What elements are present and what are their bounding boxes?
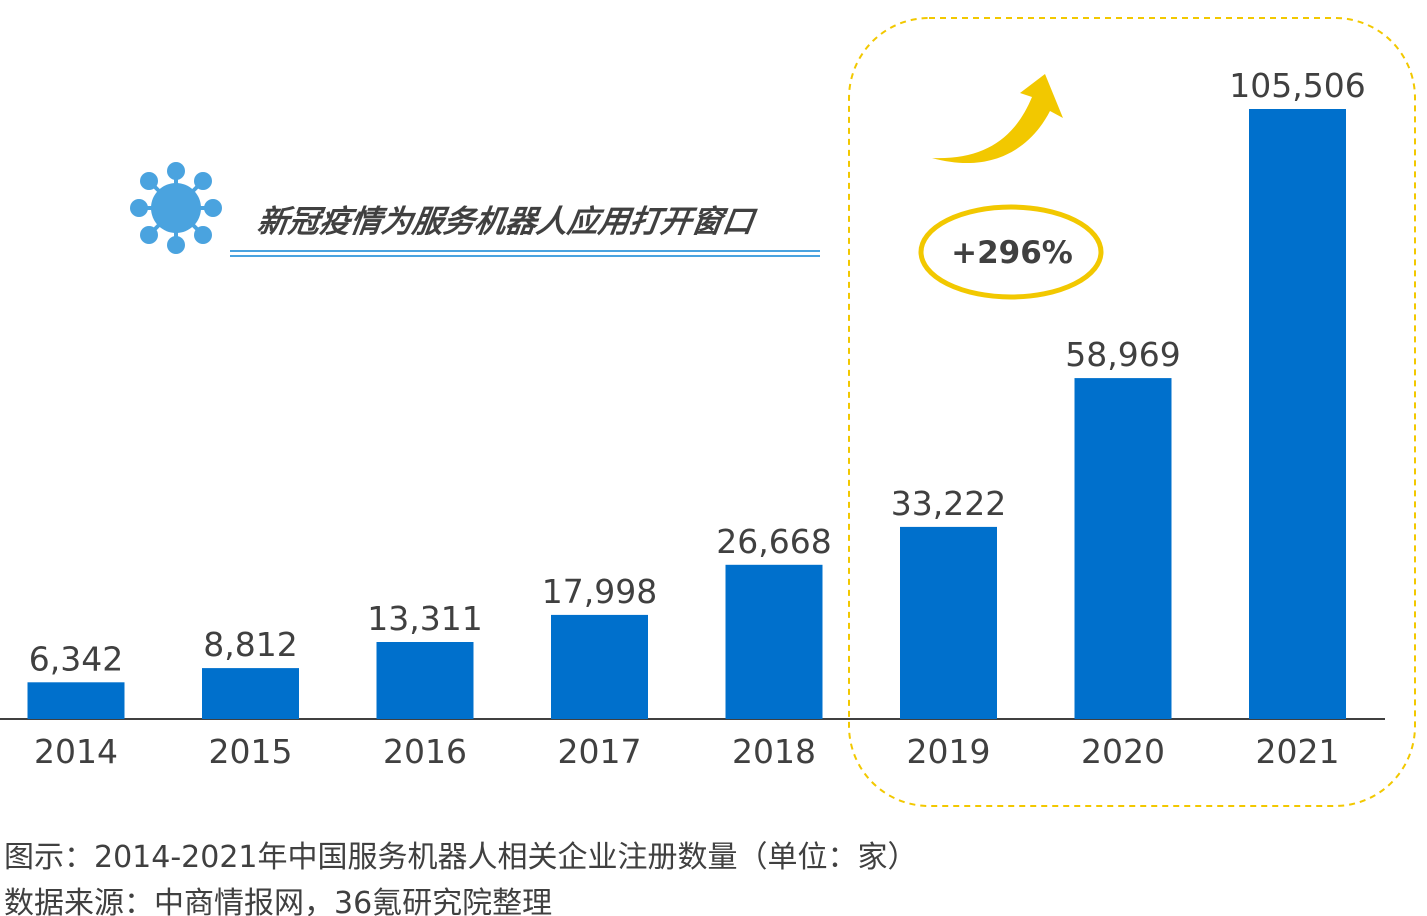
value-labels: 6,342 8,812 13,311 17,998 26,668 33,222 58,969… <box>29 66 1366 678</box>
x-tick-2019: 2019 <box>907 732 991 771</box>
bar-value-2017: 17,998 <box>542 572 657 611</box>
headline: 新冠疫情为服务机器人应用打开窗口 <box>254 204 757 240</box>
chart-caption: 图示：2014-2021年中国服务机器人相关企业注册数量（单位：家） <box>4 840 918 875</box>
x-tick-labels: 2014 2015 2016 2017 2018 2019 2020 2021 <box>34 732 1339 771</box>
data-source: 数据来源：中商情报网，36氪研究院整理 <box>4 886 553 916</box>
bar-2014 <box>27 682 125 719</box>
x-tick-2014: 2014 <box>34 732 118 771</box>
bars <box>27 109 1346 719</box>
growth-badge-ring <box>918 204 1104 300</box>
bar-value-2018: 26,668 <box>716 522 831 561</box>
x-tick-2015: 2015 <box>209 732 293 771</box>
bar-value-2020: 58,969 <box>1065 335 1180 374</box>
bar-2017 <box>551 614 648 719</box>
bar-2016 <box>376 642 474 719</box>
x-tick-2017: 2017 <box>558 732 642 771</box>
x-tick-2018: 2018 <box>732 732 816 771</box>
headline-underline <box>230 250 820 257</box>
bar-2018 <box>725 564 823 719</box>
highlight-frame <box>848 17 1416 807</box>
virus-icon <box>130 162 222 254</box>
bar-value-2021: 105,506 <box>1229 66 1365 105</box>
growth-badge: +296% <box>951 235 1073 271</box>
bar-2019 <box>900 526 997 719</box>
x-tick-2020: 2020 <box>1081 732 1165 771</box>
bar-value-2015: 8,812 <box>203 625 297 664</box>
bar-2021 <box>1249 109 1346 719</box>
bar-value-2019: 33,222 <box>891 484 1006 523</box>
bar-2020 <box>1074 378 1172 719</box>
bar-2015 <box>202 668 299 719</box>
x-tick-2021: 2021 <box>1256 732 1340 771</box>
trend-up-arrow-icon <box>932 74 1063 164</box>
bar-value-2014: 6,342 <box>29 639 123 678</box>
x-tick-2016: 2016 <box>383 732 467 771</box>
bar-value-2016: 13,311 <box>367 599 482 638</box>
